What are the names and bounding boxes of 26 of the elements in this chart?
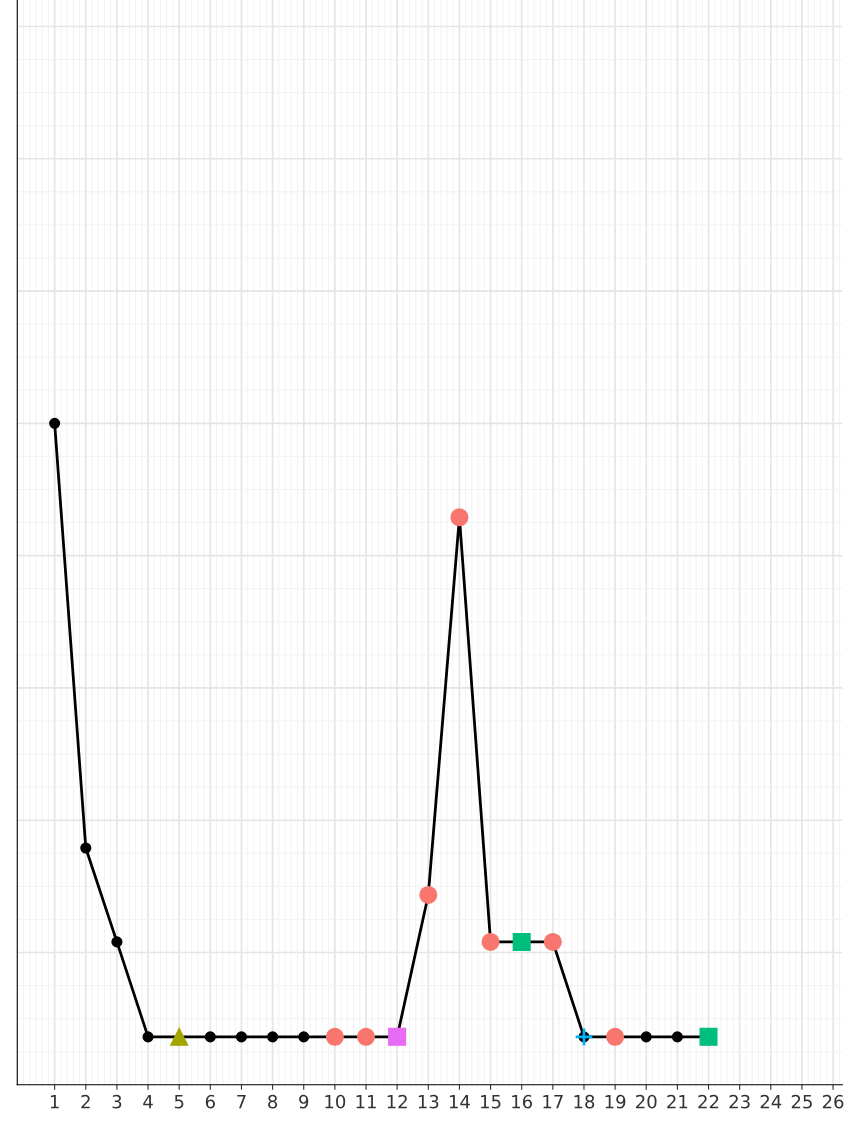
x-tick-label: 16 <box>512 1094 533 1109</box>
x-tick-label: 14 <box>449 1095 470 1109</box>
x-tick-label: 11 <box>356 1095 376 1109</box>
x-tick-label: 10 <box>325 1094 346 1109</box>
x-tick-label: 5 <box>174 1095 184 1109</box>
x-tick-label: 26 <box>822 1094 844 1109</box>
x-tick-label: 4 <box>143 1095 153 1109</box>
x-tick-label: 1 <box>50 1095 59 1109</box>
x-tick-label: 18 <box>574 1094 595 1109</box>
x-tick-label: 23 <box>729 1094 750 1109</box>
x-tick-label: 9 <box>299 1094 309 1109</box>
x-tick-label: 6 <box>205 1094 215 1109</box>
x-tick-label: 24 <box>760 1094 782 1109</box>
x-tick-label: 8 <box>268 1094 278 1109</box>
x-tick-label: 15 <box>481 1095 501 1109</box>
x-tick-label: 7 <box>237 1095 246 1109</box>
x-tick-label: 13 <box>418 1094 439 1109</box>
x-tick-label: 20 <box>636 1094 657 1109</box>
x-tick-label: 21 <box>667 1094 688 1109</box>
x-tick-label: 2 <box>81 1094 90 1109</box>
x-tick-label: 25 <box>791 1094 812 1109</box>
x-tick-label: 22 <box>698 1094 719 1109</box>
x-tick-label: 17 <box>543 1095 563 1109</box>
x-tick-label: 3 <box>112 1094 122 1109</box>
x-tick-label: 12 <box>387 1094 407 1109</box>
x-tick-label: 19 <box>605 1094 626 1109</box>
